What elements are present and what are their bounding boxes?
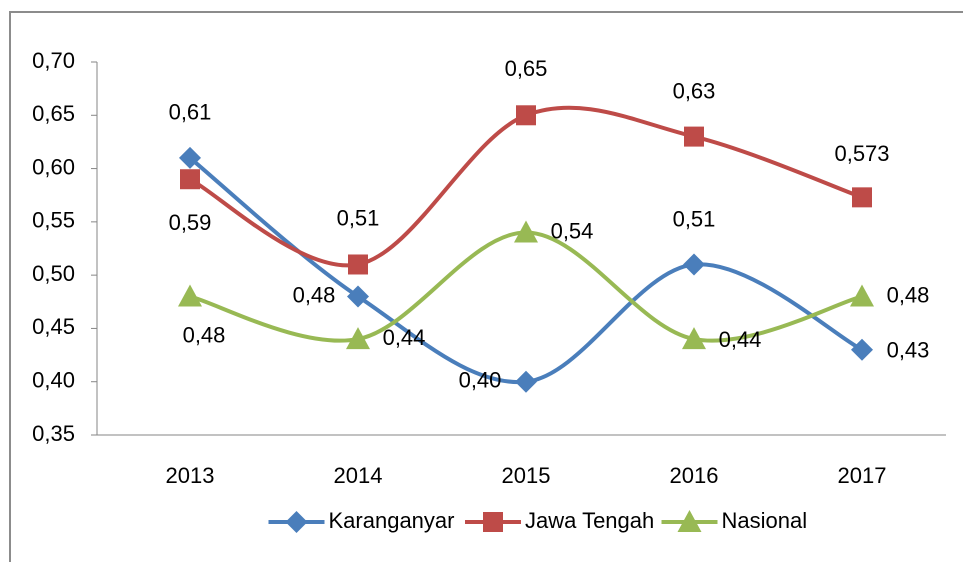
data-point <box>347 285 369 308</box>
data-point <box>851 338 873 361</box>
data-label: 0,59 <box>169 210 212 235</box>
data-point <box>516 105 536 126</box>
data-label: 0,40 <box>459 368 502 393</box>
data-label: 0,43 <box>887 338 930 363</box>
x-tick-label: 2015 <box>502 463 551 488</box>
y-tick-label: 0,50 <box>32 261 75 286</box>
data-label: 0,48 <box>887 282 930 307</box>
legend-label: Nasional <box>722 508 808 533</box>
data-point <box>180 169 200 190</box>
data-point <box>683 253 705 276</box>
legend-marker <box>483 512 503 532</box>
legend-marker <box>285 511 308 533</box>
y-tick-label: 0,60 <box>32 154 75 179</box>
data-label: 0,51 <box>337 205 380 230</box>
data-label: 0,48 <box>293 282 336 307</box>
legend-label: Karanganyar <box>329 508 455 533</box>
data-point <box>515 370 537 393</box>
data-label: 0,44 <box>719 327 762 352</box>
data-label: 0,48 <box>183 322 226 347</box>
y-tick-label: 0,55 <box>32 208 75 233</box>
y-tick-label: 0,65 <box>32 101 75 126</box>
x-tick-label: 2016 <box>670 463 719 488</box>
data-point <box>684 126 704 147</box>
legend-label: Jawa Tengah <box>525 508 654 533</box>
data-point <box>514 220 538 243</box>
x-tick-label: 2017 <box>838 463 887 488</box>
data-point <box>346 327 370 350</box>
data-label: 0,65 <box>505 56 548 81</box>
y-tick-label: 0,70 <box>32 48 75 73</box>
data-point <box>852 187 872 208</box>
data-point <box>178 284 202 307</box>
y-tick-label: 0,35 <box>32 421 75 446</box>
data-label: 0,63 <box>673 78 716 103</box>
legend-marker <box>677 510 702 532</box>
data-point <box>850 284 874 307</box>
data-label: 0,51 <box>673 206 716 231</box>
data-label: 0,44 <box>383 325 426 350</box>
data-label: 0,61 <box>169 100 212 125</box>
chart-frame <box>9 11 963 562</box>
data-point <box>682 327 706 350</box>
data-point <box>179 146 201 169</box>
y-tick-label: 0,45 <box>32 314 75 339</box>
data-point <box>348 254 368 275</box>
x-tick-label: 2014 <box>334 463 383 488</box>
data-label: 0,54 <box>551 218 594 243</box>
x-tick-label: 2013 <box>166 463 215 488</box>
y-tick-label: 0,40 <box>32 368 75 393</box>
data-label: 0,573 <box>834 141 889 166</box>
